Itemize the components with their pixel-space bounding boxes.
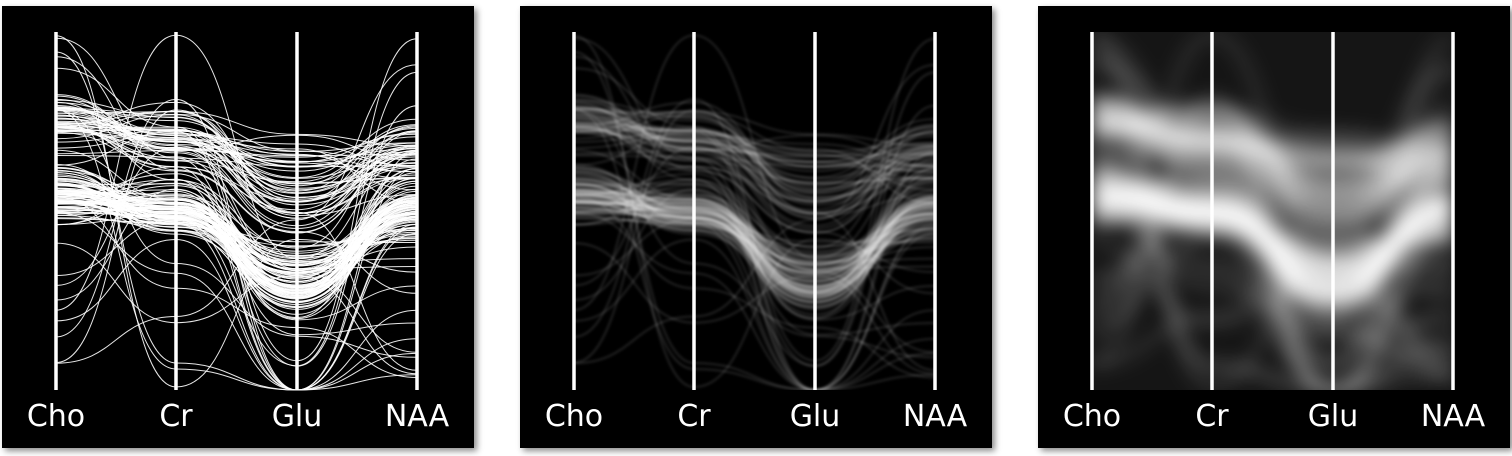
profile-line: [55, 125, 418, 211]
density-line: [574, 107, 935, 167]
profile-line: [55, 106, 418, 167]
density-line: [574, 129, 935, 164]
profile-line: [55, 207, 418, 243]
series-lines: [55, 34, 418, 391]
profile-line: [55, 110, 418, 147]
profile-line: [55, 126, 418, 217]
axis-label-glu: Glu: [1308, 399, 1359, 434]
smoothed-line: [1092, 169, 1453, 285]
axis-label-glu: Glu: [790, 399, 841, 434]
profile-line: [55, 123, 418, 233]
profile-line: [55, 179, 418, 315]
density-line: [574, 108, 935, 194]
profile-line: [55, 134, 418, 161]
profile-line: [55, 130, 418, 191]
profile-line: [55, 109, 418, 194]
axis-label-naa: NAA: [1421, 399, 1486, 434]
profile-line: [55, 34, 418, 311]
profile-line: [55, 132, 418, 200]
profile-line: [55, 194, 418, 254]
profile-line: [55, 105, 418, 234]
density-line: [574, 189, 935, 266]
profile-line: [55, 125, 418, 167]
profile-line: [55, 172, 418, 282]
density-line: [574, 106, 935, 168]
profile-line: [55, 107, 418, 167]
density-line: [574, 123, 935, 234]
axis-label-naa: NAA: [385, 399, 450, 434]
density-line: [574, 134, 935, 162]
smoothed-line: [1092, 127, 1453, 390]
profile-line: [55, 109, 418, 371]
smoothed-line: [1092, 106, 1453, 197]
density-line: [574, 124, 935, 168]
profile-line: [55, 190, 418, 266]
profile-line: [55, 172, 418, 293]
profile-line: [55, 201, 418, 289]
axis-label-cho: Cho: [545, 399, 603, 434]
density-line: [574, 130, 935, 390]
axis-label-cr: Cr: [677, 399, 711, 434]
profile-line: [55, 200, 418, 282]
axis-label-cho: Cho: [27, 399, 85, 434]
profile-line: [55, 130, 418, 391]
density-line: [574, 171, 935, 283]
profile-line: [55, 169, 418, 294]
density-line: [574, 130, 935, 191]
density-line: [574, 34, 935, 312]
density-line: [574, 200, 935, 289]
smoothed-line: [1092, 235, 1453, 390]
smoothed-density: [1092, 32, 1453, 390]
density-line: [574, 104, 935, 235]
axis-label-naa: NAA: [903, 399, 968, 434]
parallel-coordinates-smoothed-chart: Cho Cr Glu NAA: [1063, 32, 1486, 434]
parallel-coordinates-lines-chart: Cho Cr Glu NAA: [27, 32, 450, 434]
profile-line: [55, 182, 418, 257]
profile-line: [55, 175, 418, 265]
parallel-coordinates-smoothed-panel: Cho Cr Glu NAA: [1038, 6, 1510, 448]
density-line: [574, 238, 935, 390]
smoothed-line: [1092, 107, 1453, 150]
density-line: [574, 110, 935, 147]
density-line: [574, 125, 935, 217]
profile-line: [55, 130, 418, 163]
profile-line: [55, 102, 418, 206]
axis-label-glu: Glu: [272, 399, 323, 434]
parallel-coordinates-density-chart: Cho Cr Glu NAA: [545, 32, 968, 434]
profile-line: [55, 238, 418, 391]
parallel-coordinates-lines-panel: Cho Cr Glu NAA: [2, 6, 474, 448]
density-line: [574, 132, 935, 201]
profile-line: [55, 114, 418, 227]
axis-label-cr: Cr: [159, 399, 193, 434]
density-lines: [574, 34, 935, 390]
axis-label-cr: Cr: [1195, 399, 1229, 434]
parallel-coordinates-density-panel: Cho Cr Glu NAA: [520, 6, 992, 448]
smoothed-line: [1092, 131, 1453, 164]
axis-label-cho: Cho: [1063, 399, 1121, 434]
